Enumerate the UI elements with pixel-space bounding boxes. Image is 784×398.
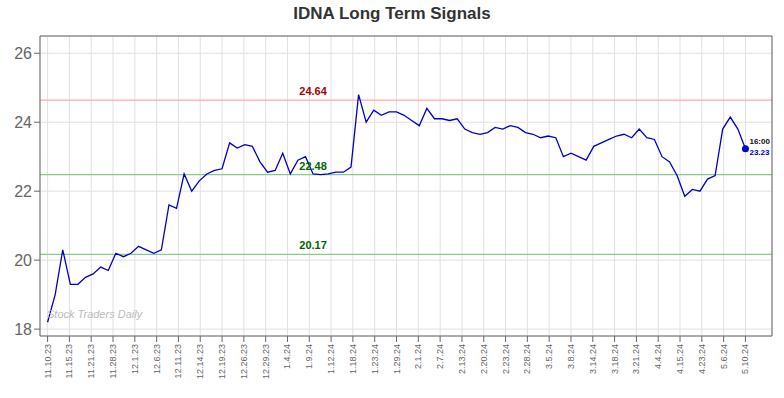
svg-text:12.11.23: 12.11.23	[173, 344, 183, 378]
svg-text:2.28.24: 2.28.24	[522, 344, 532, 374]
svg-text:12.1.23: 12.1.23	[130, 344, 140, 374]
svg-text:3.18.24: 3.18.24	[610, 344, 620, 374]
svg-text:5.10.24: 5.10.24	[740, 344, 750, 374]
svg-text:2.23.24: 2.23.24	[501, 344, 511, 374]
svg-text:1.4.24: 1.4.24	[282, 344, 292, 369]
svg-text:3.21.24: 3.21.24	[631, 344, 641, 374]
html-text:Stock Traders Daily: Stock Traders Daily	[47, 308, 143, 320]
svg-text:3.8.24: 3.8.24	[566, 344, 576, 369]
svg-text:16:00: 16:00	[749, 137, 770, 146]
svg-text:12.29.23: 12.29.23	[261, 344, 271, 379]
svg-text:12.26.23: 12.26.23	[239, 344, 249, 379]
svg-text:26: 26	[14, 45, 32, 62]
svg-text:12.6.23: 12.6.23	[152, 344, 162, 374]
svg-text:2.13.24: 2.13.24	[457, 344, 467, 374]
svg-text:18: 18	[14, 321, 32, 338]
svg-text:4.4.24: 4.4.24	[653, 344, 663, 369]
svg-text:20.17: 20.17	[299, 239, 327, 251]
svg-text:24: 24	[14, 114, 32, 131]
svg-text:1.29.24: 1.29.24	[392, 344, 402, 374]
svg-text:4.15.24: 4.15.24	[675, 344, 685, 374]
svg-text:2.1.24: 2.1.24	[413, 344, 423, 369]
svg-text:2.7.24: 2.7.24	[435, 344, 445, 369]
svg-text:24.64: 24.64	[299, 85, 327, 97]
svg-text:1.23.24: 1.23.24	[370, 344, 380, 374]
svg-text:3.14.24: 3.14.24	[588, 344, 598, 374]
svg-text:22: 22	[14, 183, 32, 200]
svg-text:12.19.23: 12.19.23	[217, 344, 227, 379]
svg-text:5.6.24: 5.6.24	[719, 344, 729, 369]
html-text:IDNA Long Term Signals: IDNA Long Term Signals	[293, 4, 491, 23]
svg-text:3.5.24: 3.5.24	[544, 344, 554, 369]
svg-text:1.18.24: 1.18.24	[348, 344, 358, 374]
svg-text:11.28.23: 11.28.23	[108, 344, 118, 378]
svg-text:1.12.24: 1.12.24	[326, 344, 336, 374]
svg-text:23.23: 23.23	[749, 148, 770, 157]
svg-text:1.9.24: 1.9.24	[304, 344, 314, 369]
svg-text:11.21.23: 11.21.23	[86, 344, 96, 378]
svg-text:20: 20	[14, 252, 32, 269]
svg-text:11.15.23: 11.15.23	[64, 344, 74, 378]
svg-text:11.10.23: 11.10.23	[43, 344, 53, 378]
svg-text:4.23.24: 4.23.24	[697, 344, 707, 374]
svg-text:12.14.23: 12.14.23	[195, 344, 205, 379]
svg-text:22.48: 22.48	[299, 160, 327, 172]
svg-text:2.20.24: 2.20.24	[479, 344, 489, 374]
